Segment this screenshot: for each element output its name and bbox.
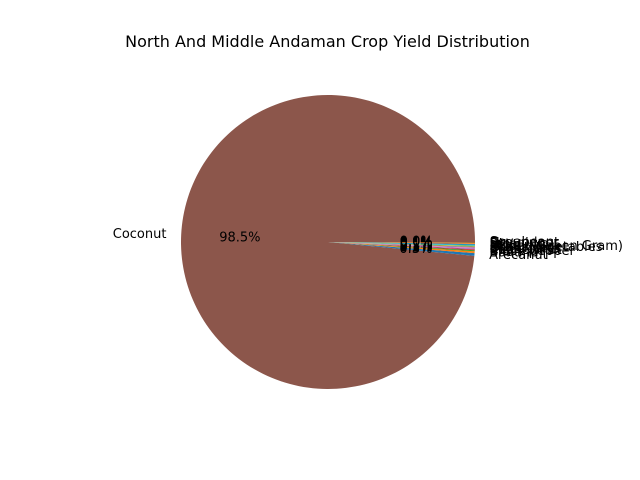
pie-slice-cashewnut: [328, 242, 475, 251]
slice-label-rice: Rice: [490, 237, 518, 252]
pie-slice-moong-green-gram: [328, 242, 475, 247]
pie-slice-coconut: [181, 94, 475, 389]
pie-slice-other-vegetables: [328, 242, 475, 248]
slice-label-sugarcane: Sugarcane: [490, 242, 559, 257]
pct-label-dry-chillies: 0.1%: [400, 238, 433, 253]
chart-title: North And Middle Andaman Crop Yield Dist…: [125, 32, 530, 51]
pct-label-urad: 0.1%: [400, 236, 433, 251]
pct-label-dry-ginger: 0.1%: [400, 235, 433, 250]
pct-label-moong-green-gram: 0.1%: [400, 237, 433, 252]
pct-label-rice: 0.1%: [400, 236, 433, 251]
slice-label-arecanut: Arecanut: [489, 248, 548, 263]
slice-label-urad: Urad: [490, 238, 521, 253]
slice-label-banana: Banana: [489, 246, 538, 261]
pie-slice-dry-chillies: [328, 242, 475, 249]
slice-label-cashewnut: Cashewnut: [489, 243, 561, 258]
pie-slice-groundnut: [328, 242, 475, 243]
slice-label-other-vegetables: Other Vegetables: [490, 240, 603, 255]
slice-label-dry-chillies: Dry chillies: [490, 241, 562, 256]
slice-label-soyabean: Soyabean: [490, 235, 554, 250]
slice-label-coconut: Coconut: [113, 227, 167, 242]
pct-label-soyabean: 0.0%: [400, 235, 433, 250]
pie-slice-urad: [328, 242, 475, 246]
slice-label-dry-ginger: Dry ginger: [490, 236, 560, 251]
pie-slice-arecanut: [328, 242, 475, 256]
pie-slice-black-pepper: [328, 242, 475, 252]
slice-label-groundnut: Groundnut: [490, 235, 559, 250]
slice-label-black-pepper: Black pepper: [489, 244, 575, 259]
pie-slice-dry-ginger: [328, 242, 475, 244]
pct-label-groundnut: 0.0%: [400, 235, 433, 250]
pct-label-coconut: 98.5%: [219, 230, 260, 245]
pie-slice-banana: [328, 242, 475, 254]
pct-label-other-vegetables: 0.1%: [400, 238, 433, 253]
slice-label-moong-green-gram: Moong(Green Gram): [490, 239, 623, 254]
pie-slice-sugarcane: [328, 242, 475, 250]
pie-slice-rice: [328, 242, 475, 245]
